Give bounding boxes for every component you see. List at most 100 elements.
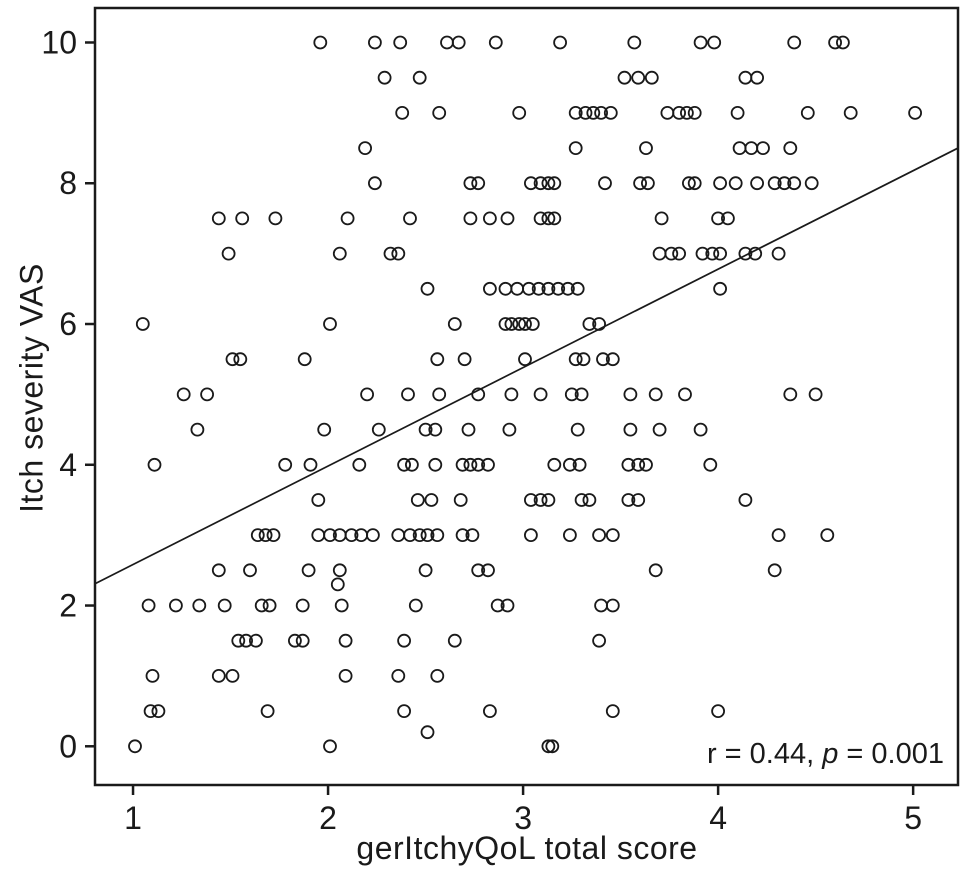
data-point [455, 528, 470, 542]
data-point [323, 739, 337, 754]
data-point [410, 493, 425, 507]
data-point [524, 176, 538, 191]
x-tick-label: 4 [709, 800, 727, 836]
data-point [145, 669, 160, 683]
data-point [391, 528, 406, 542]
data-point [424, 493, 439, 507]
data-point [623, 387, 638, 402]
data-point [432, 106, 447, 120]
data-point [455, 457, 470, 472]
data-point [211, 211, 226, 226]
data-point [524, 493, 538, 507]
data-point [451, 35, 466, 50]
data-point [295, 633, 310, 648]
data-point [592, 528, 606, 542]
data-point [147, 457, 162, 472]
data-point [301, 563, 316, 578]
data-point [430, 669, 445, 683]
data-point [603, 106, 618, 120]
data-point [621, 457, 636, 472]
data-point [564, 387, 579, 402]
data-point [682, 176, 696, 191]
data-point [420, 281, 435, 296]
data-point [367, 176, 382, 191]
data-point [303, 457, 318, 472]
data-point [680, 106, 694, 120]
data-point [652, 246, 667, 261]
data-point [574, 387, 589, 402]
data-point [547, 457, 562, 472]
data-point [703, 457, 718, 472]
data-point [338, 669, 353, 683]
data-point [533, 387, 548, 402]
data-point [365, 528, 380, 542]
data-point [278, 457, 293, 472]
data-point [461, 422, 476, 437]
data-point [568, 352, 583, 367]
data-point [190, 422, 205, 437]
data-point [541, 281, 556, 296]
data-point [383, 246, 398, 261]
data-point [235, 211, 250, 226]
x-axis-title: gerItchyQoL total score [356, 830, 698, 866]
data-point [783, 141, 798, 156]
data-point [605, 704, 620, 718]
data-point [533, 176, 548, 191]
y-tick-label: 8 [59, 165, 77, 201]
data-point [771, 528, 786, 542]
data-point [744, 141, 759, 156]
data-point [687, 106, 702, 120]
data-point [605, 352, 620, 367]
data-point [395, 106, 410, 120]
data-point [377, 70, 392, 85]
data-point [767, 176, 782, 191]
data-point [561, 281, 575, 296]
data-point [404, 457, 419, 472]
data-point [481, 563, 495, 578]
data-point [463, 211, 478, 226]
data-point [498, 281, 513, 296]
data-point [151, 704, 166, 718]
data-point [808, 387, 823, 402]
data-point [693, 35, 708, 50]
data-point [660, 106, 675, 120]
data-point [771, 246, 786, 261]
data-point [128, 739, 142, 754]
data-point [482, 211, 497, 226]
data-point [481, 457, 495, 472]
data-point [391, 669, 406, 683]
y-axis-title: Itch severity VAS [13, 263, 50, 513]
data-point [243, 563, 257, 578]
data-point [393, 35, 408, 50]
data-point [533, 211, 548, 226]
data-point [705, 246, 720, 261]
data-point [311, 493, 326, 507]
data-point [141, 598, 156, 613]
data-point [570, 281, 585, 296]
data-point [518, 317, 532, 331]
data-point [360, 387, 375, 402]
data-point [654, 211, 669, 226]
data-point [266, 528, 281, 542]
data-point [713, 281, 727, 296]
data-point [465, 528, 480, 542]
data-point [512, 106, 527, 120]
data-point [563, 528, 577, 542]
data-point [221, 246, 236, 261]
data-point [605, 598, 620, 613]
p-symbol: p [822, 738, 839, 770]
data-point [440, 35, 454, 50]
data-point [641, 176, 655, 191]
data-point [756, 141, 770, 156]
correlation-annotation: r = 0.44, p = 0.001 [707, 738, 944, 771]
data-point [168, 598, 183, 613]
data-point [767, 563, 782, 578]
data-point [471, 387, 486, 402]
data-point [568, 106, 583, 120]
data-point [211, 563, 226, 578]
data-point [804, 176, 819, 191]
data-point [693, 422, 708, 437]
data-point [748, 246, 763, 261]
data-point [582, 493, 597, 507]
data-point [176, 387, 191, 402]
